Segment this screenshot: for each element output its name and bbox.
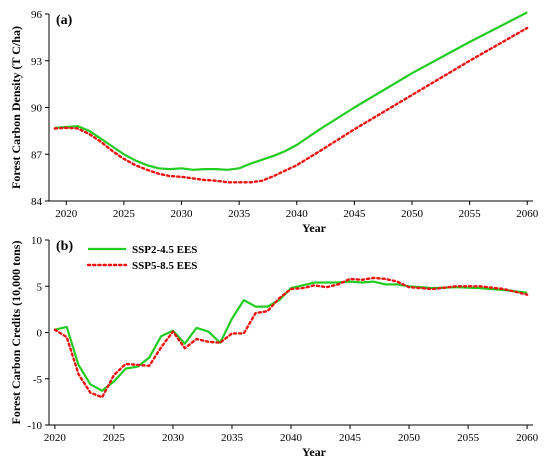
x-tick-label: 2060 <box>516 208 539 220</box>
series-line-ssp2-4-5 <box>54 280 528 392</box>
x-tick-label: 2050 <box>398 432 421 444</box>
x-tick-label: 2050 <box>401 208 424 220</box>
x-tick-label: 2030 <box>162 432 185 444</box>
x-axis-title: Year <box>302 221 327 235</box>
x-tick-label: 2025 <box>113 208 136 220</box>
panel-label: (a) <box>56 13 73 28</box>
x-tick-label: 2035 <box>221 432 244 444</box>
y-tick-label: 96 <box>31 9 43 21</box>
x-tick-label: 2060 <box>516 432 539 444</box>
x-tick-label: 2055 <box>457 432 480 444</box>
x-tick-label: 2055 <box>459 208 482 220</box>
x-tick-label: 2035 <box>228 208 251 220</box>
x-tick-label: 2020 <box>55 208 78 220</box>
x-tick-label: 2040 <box>280 432 303 444</box>
panel-a: 84 87 90 93 96 2020 2025 2030 2035 2040 2045 2050 20… <box>9 9 539 235</box>
legend-label: SSP2-4.5 EES <box>132 244 197 256</box>
x-tick-label: 2025 <box>103 432 126 444</box>
x-tick-label: 2030 <box>171 208 194 220</box>
x-axis-title: Year <box>302 445 327 459</box>
legend-label: SSP5-8.5 EES <box>132 260 197 272</box>
series-line-ssp2-4-5 <box>54 11 528 171</box>
y-tick-label: 90 <box>31 103 43 115</box>
y-axis-title: Forest Carbon Credits (10,000 tons) <box>9 241 23 425</box>
x-tick-label: 2020 <box>44 432 67 444</box>
panel-b: -10 -5 0 5 10 2020 2025 2030 2035 2040 2045 2050 205… <box>9 235 539 459</box>
y-tick-label: -5 <box>33 374 43 386</box>
y-tick-label: 0 <box>37 328 43 340</box>
series-line-ssp5-8-5 <box>53 26 529 184</box>
y-tick-label: 84 <box>31 196 43 208</box>
y-tick-label: 5 <box>37 281 43 293</box>
y-axis-title: Forest Carbon Density (T C/ha) <box>9 26 23 189</box>
x-tick-label: 2045 <box>343 208 366 220</box>
y-tick-label: 93 <box>31 56 43 68</box>
panel-label: (b) <box>56 239 73 254</box>
y-tick-label: 87 <box>31 149 43 161</box>
x-tick-label: 2040 <box>286 208 309 220</box>
y-tick-label: -10 <box>27 420 42 432</box>
y-tick-label: 10 <box>31 235 43 247</box>
series-line-ssp5-8-5 <box>53 276 529 399</box>
x-tick-label: 2045 <box>339 432 362 444</box>
